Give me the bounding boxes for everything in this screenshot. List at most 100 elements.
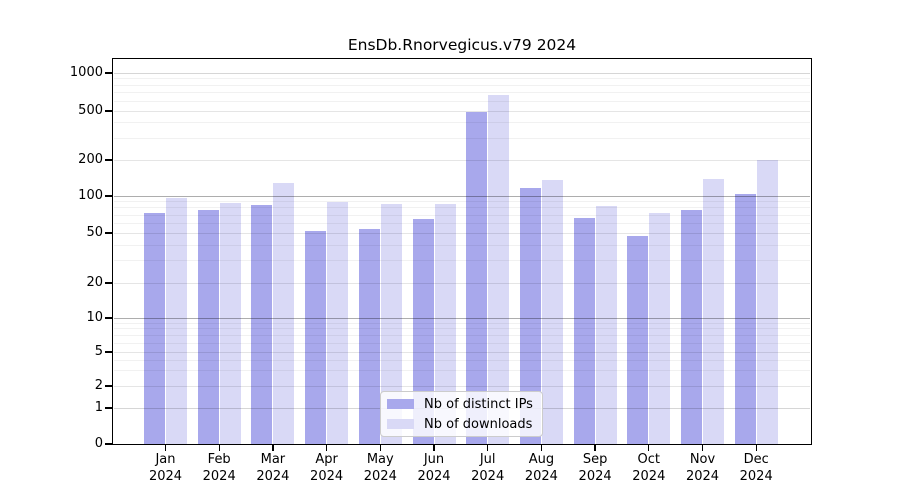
year-label: 2024 xyxy=(417,469,451,484)
legend-label-downloads: Nb of downloads xyxy=(424,416,533,432)
minor-gridline xyxy=(114,222,810,224)
minor-gridline xyxy=(114,334,810,336)
year-label: 2024 xyxy=(524,469,558,484)
x-axis-tick xyxy=(594,444,596,451)
bar-downloads xyxy=(219,202,241,444)
x-axis-tick xyxy=(272,444,274,451)
x-axis-tick xyxy=(648,444,650,451)
year-label: 2024 xyxy=(578,469,612,484)
minor-gridline xyxy=(114,328,810,330)
x-axis-tick-label: Sep 2024 xyxy=(555,451,635,485)
y-axis-tick xyxy=(105,351,113,353)
y-axis-tick-label: 20 xyxy=(86,275,103,290)
major-gridline xyxy=(114,159,810,161)
bar-downloads xyxy=(273,182,295,444)
y-axis-tick-label: 5 xyxy=(94,344,103,359)
year-label: 2024 xyxy=(739,469,773,484)
bar-downloads xyxy=(166,197,187,444)
x-axis-tick-label: Jan 2024 xyxy=(126,451,206,485)
x-axis-tick-label: May 2024 xyxy=(340,451,420,485)
bar-downloads xyxy=(541,180,563,444)
y-axis-tick xyxy=(105,159,113,161)
bar-distinct-ips xyxy=(412,218,434,444)
month-label: Nov xyxy=(689,452,716,467)
y-axis-tick-label: 500 xyxy=(78,103,103,118)
year-label: 2024 xyxy=(471,469,505,484)
month-label: May xyxy=(366,452,394,467)
major-gridline xyxy=(114,110,810,112)
legend-entry-downloads: Nb of downloads xyxy=(387,416,534,433)
x-axis-tick-label: Feb 2024 xyxy=(179,451,259,485)
bar-distinct-ips xyxy=(197,209,219,444)
bar-distinct-ips xyxy=(681,209,702,444)
major-gridline xyxy=(114,282,810,284)
month-label: Mar xyxy=(260,452,286,467)
y-axis-tick xyxy=(105,110,113,112)
month-label: Apr xyxy=(315,452,338,467)
major-gridline xyxy=(114,317,810,319)
month-label: Feb xyxy=(207,452,231,467)
x-axis-tick xyxy=(701,444,704,451)
y-axis-tick xyxy=(105,443,113,445)
bar-downloads xyxy=(327,202,349,444)
bar-downloads xyxy=(756,160,778,444)
major-gridline xyxy=(114,385,810,387)
x-axis-tick xyxy=(540,444,543,451)
bar-downloads xyxy=(649,212,671,444)
minor-gridline xyxy=(114,122,810,124)
bar-distinct-ips xyxy=(734,194,756,444)
minor-gridline xyxy=(114,322,810,324)
minor-gridline xyxy=(114,100,810,102)
year-label: 2024 xyxy=(256,469,290,484)
minor-gridline xyxy=(114,342,810,344)
bar-distinct-ips xyxy=(466,112,488,444)
x-axis-tick xyxy=(487,444,489,451)
major-gridline xyxy=(114,195,810,197)
month-label: Jan xyxy=(155,452,176,467)
year-label: 2024 xyxy=(363,469,397,484)
y-axis-tick xyxy=(105,282,113,284)
y-axis-tick-label: 50 xyxy=(86,225,103,240)
x-axis-tick-label: Oct 2024 xyxy=(609,451,689,485)
year-label: 2024 xyxy=(632,469,666,484)
y-axis-tick-label: 200 xyxy=(78,152,103,167)
minor-gridline xyxy=(114,207,810,209)
x-axis-tick-label: Apr 2024 xyxy=(287,451,367,485)
minor-gridline xyxy=(114,214,810,216)
minor-gridline xyxy=(114,370,810,372)
y-axis-tick xyxy=(105,232,113,234)
y-axis-tick-label: 10 xyxy=(86,310,103,325)
minor-gridline xyxy=(114,78,810,80)
x-axis-tick-label: Jul 2024 xyxy=(448,451,528,485)
minor-gridline xyxy=(114,201,810,203)
bar-downloads xyxy=(703,178,724,444)
y-axis-tick-label: 0 xyxy=(94,436,103,451)
x-axis-tick xyxy=(218,444,220,451)
month-label: Oct xyxy=(637,452,661,467)
bar-downloads xyxy=(434,204,456,444)
minor-gridline xyxy=(114,92,810,94)
minor-gridline xyxy=(114,359,810,361)
bar-distinct-ips xyxy=(573,218,595,444)
y-axis-tick xyxy=(105,72,113,74)
minor-gridline xyxy=(114,244,810,246)
bar-downloads xyxy=(488,95,510,444)
x-axis-tick-label: Jun 2024 xyxy=(394,451,474,485)
bar-distinct-ips xyxy=(305,230,327,444)
month-label: Jun xyxy=(423,452,445,467)
x-axis-tick xyxy=(755,444,757,451)
bar-downloads xyxy=(380,204,402,444)
x-axis-tick-label: Mar 2024 xyxy=(233,451,313,485)
y-axis-tick xyxy=(105,317,113,319)
y-axis-tick-label: 100 xyxy=(78,188,103,203)
month-label: Sep xyxy=(582,452,608,467)
bar-distinct-ips xyxy=(358,228,380,444)
x-axis-tick xyxy=(379,444,381,451)
minor-gridline xyxy=(114,260,810,262)
legend-label-distinct-ips: Nb of distinct IPs xyxy=(424,396,533,412)
legend-swatch-downloads xyxy=(387,419,414,429)
y-axis-tick xyxy=(105,385,113,387)
year-label: 2024 xyxy=(148,469,183,484)
x-axis-tick xyxy=(325,444,328,451)
